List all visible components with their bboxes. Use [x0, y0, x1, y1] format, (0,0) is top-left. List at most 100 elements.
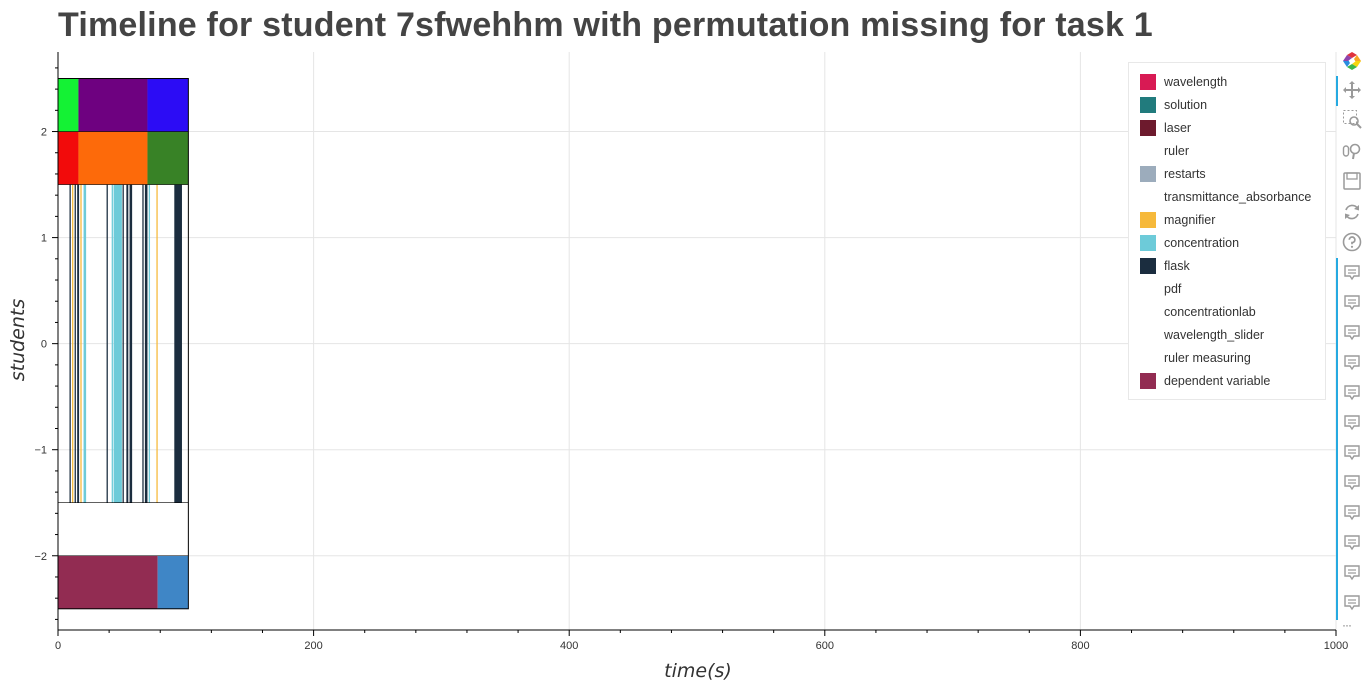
legend-item[interactable]: concentrationlab	[1140, 303, 1256, 321]
legend-label: restarts	[1164, 167, 1206, 181]
event-bar[interactable]	[77, 184, 80, 503]
legend-label: dependent variable	[1164, 374, 1271, 388]
x-tick-label: 1000	[1324, 640, 1348, 652]
hover-icon[interactable]	[1341, 352, 1363, 374]
legend-swatch	[1140, 120, 1156, 136]
legend-swatch	[1140, 97, 1156, 113]
hover-icon[interactable]	[1341, 562, 1363, 584]
timeline-segment[interactable]	[58, 78, 79, 132]
hover-icon[interactable]	[1341, 322, 1363, 344]
toolbar-more-button[interactable]: ···	[1342, 618, 1352, 632]
legend-item[interactable]: flask	[1140, 257, 1190, 275]
hover-icon[interactable]	[1341, 262, 1363, 284]
legend-swatch	[1140, 350, 1156, 366]
toolbar-active-indicator	[1336, 258, 1338, 620]
legend-label: flask	[1164, 259, 1190, 273]
grid	[58, 52, 1337, 630]
help-icon[interactable]	[1341, 231, 1363, 253]
legend-item[interactable]: magnifier	[1140, 211, 1215, 229]
timeline-segment[interactable]	[58, 131, 79, 185]
legend-item[interactable]: concentration	[1140, 234, 1239, 252]
event-bar[interactable]	[174, 184, 182, 503]
legend-item[interactable]: dependent variable	[1140, 372, 1270, 390]
pan-icon[interactable]	[1341, 79, 1363, 101]
event-bar[interactable]	[80, 184, 82, 503]
legend-item[interactable]: laser	[1140, 119, 1191, 137]
event-bar[interactable]	[72, 184, 74, 503]
legend-label: wavelength_slider	[1164, 328, 1265, 342]
x-tick-label: 600	[816, 640, 834, 652]
legend-swatch	[1140, 281, 1156, 297]
legend-label: concentrationlab	[1164, 305, 1256, 319]
event-bar[interactable]	[148, 184, 151, 503]
event-bar[interactable]	[113, 184, 122, 503]
save-icon[interactable]	[1341, 170, 1363, 192]
hover-icon[interactable]	[1341, 292, 1363, 314]
event-bar[interactable]	[126, 184, 129, 503]
timeline-segment[interactable]	[78, 131, 148, 185]
hover-icon[interactable]	[1341, 382, 1363, 404]
x-tick-label: 800	[1071, 640, 1089, 652]
event-bar[interactable]	[122, 184, 124, 503]
event-bar[interactable]	[83, 184, 87, 503]
reset-icon[interactable]	[1341, 201, 1363, 223]
x-axis-title: time(s)	[664, 660, 732, 682]
legend-item[interactable]: transmittance_absorbance	[1140, 188, 1311, 206]
wheel-zoom-icon[interactable]	[1341, 140, 1363, 162]
legend-label: transmittance_absorbance	[1164, 190, 1312, 204]
legend-swatch	[1140, 143, 1156, 159]
timeline-segment[interactable]	[78, 78, 148, 132]
legend-label: ruler	[1164, 144, 1190, 158]
legend-swatch	[1140, 258, 1156, 274]
y-axis-title: students	[7, 299, 29, 382]
event-bar[interactable]	[156, 184, 158, 503]
event-bar[interactable]	[129, 184, 133, 503]
hover-icon[interactable]	[1341, 472, 1363, 494]
legend-item[interactable]: ruler	[1140, 142, 1189, 160]
legend-item[interactable]: restarts	[1140, 165, 1206, 183]
hover-icon[interactable]	[1341, 442, 1363, 464]
event-bar[interactable]	[106, 184, 108, 503]
legend: wavelength solution laser ruler restarts tran…	[1128, 62, 1326, 400]
x-tick-label: 0	[55, 640, 61, 652]
bokeh-logo-icon	[1341, 50, 1363, 72]
legend-label: solution	[1164, 98, 1208, 112]
hover-icon[interactable]	[1341, 532, 1363, 554]
legend-label: concentration	[1164, 236, 1240, 250]
event-bar[interactable]	[144, 184, 148, 503]
legend-item[interactable]: pdf	[1140, 280, 1181, 298]
axes: 0 200 400 600 800 1000 −2 −1 0 1 2	[34, 52, 1348, 652]
timeline-segment[interactable]	[147, 78, 189, 132]
hover-icon[interactable]	[1341, 412, 1363, 434]
hover-icon[interactable]	[1341, 502, 1363, 524]
toolbar: ···	[1336, 44, 1366, 644]
legend-label: wavelength	[1164, 75, 1228, 89]
y-tick-label: 1	[41, 233, 47, 245]
legend-label: pdf	[1164, 282, 1182, 296]
legend-label: magnifier	[1164, 213, 1216, 227]
legend-item[interactable]: ruler measuring	[1140, 349, 1251, 367]
chart-title: Timeline for student 7sfwehhm with permu…	[58, 6, 1153, 44]
x-tick-label: 200	[304, 640, 322, 652]
legend-item[interactable]: wavelength_slider	[1140, 326, 1264, 344]
y-tick-label: 0	[41, 339, 47, 351]
event-bar[interactable]	[111, 184, 113, 503]
legend-item[interactable]: solution	[1140, 96, 1207, 114]
legend-swatch	[1140, 189, 1156, 205]
legend-swatch	[1140, 212, 1156, 228]
event-bar[interactable]	[74, 184, 76, 503]
legend-label: ruler measuring	[1164, 351, 1251, 365]
legend-item[interactable]: wavelength	[1140, 73, 1227, 91]
event-bar[interactable]	[69, 184, 71, 503]
timeline-segment[interactable]	[147, 131, 189, 185]
y-tick-label: 2	[41, 127, 47, 139]
legend-swatch	[1140, 304, 1156, 320]
legend-swatch	[1140, 235, 1156, 251]
box-zoom-icon[interactable]	[1341, 108, 1363, 130]
legend-swatch	[1140, 327, 1156, 343]
timeline-segment[interactable]	[58, 555, 158, 609]
hover-icon[interactable]	[1341, 592, 1363, 614]
timeline-segment[interactable]	[157, 555, 189, 609]
event-bar[interactable]	[142, 184, 144, 503]
